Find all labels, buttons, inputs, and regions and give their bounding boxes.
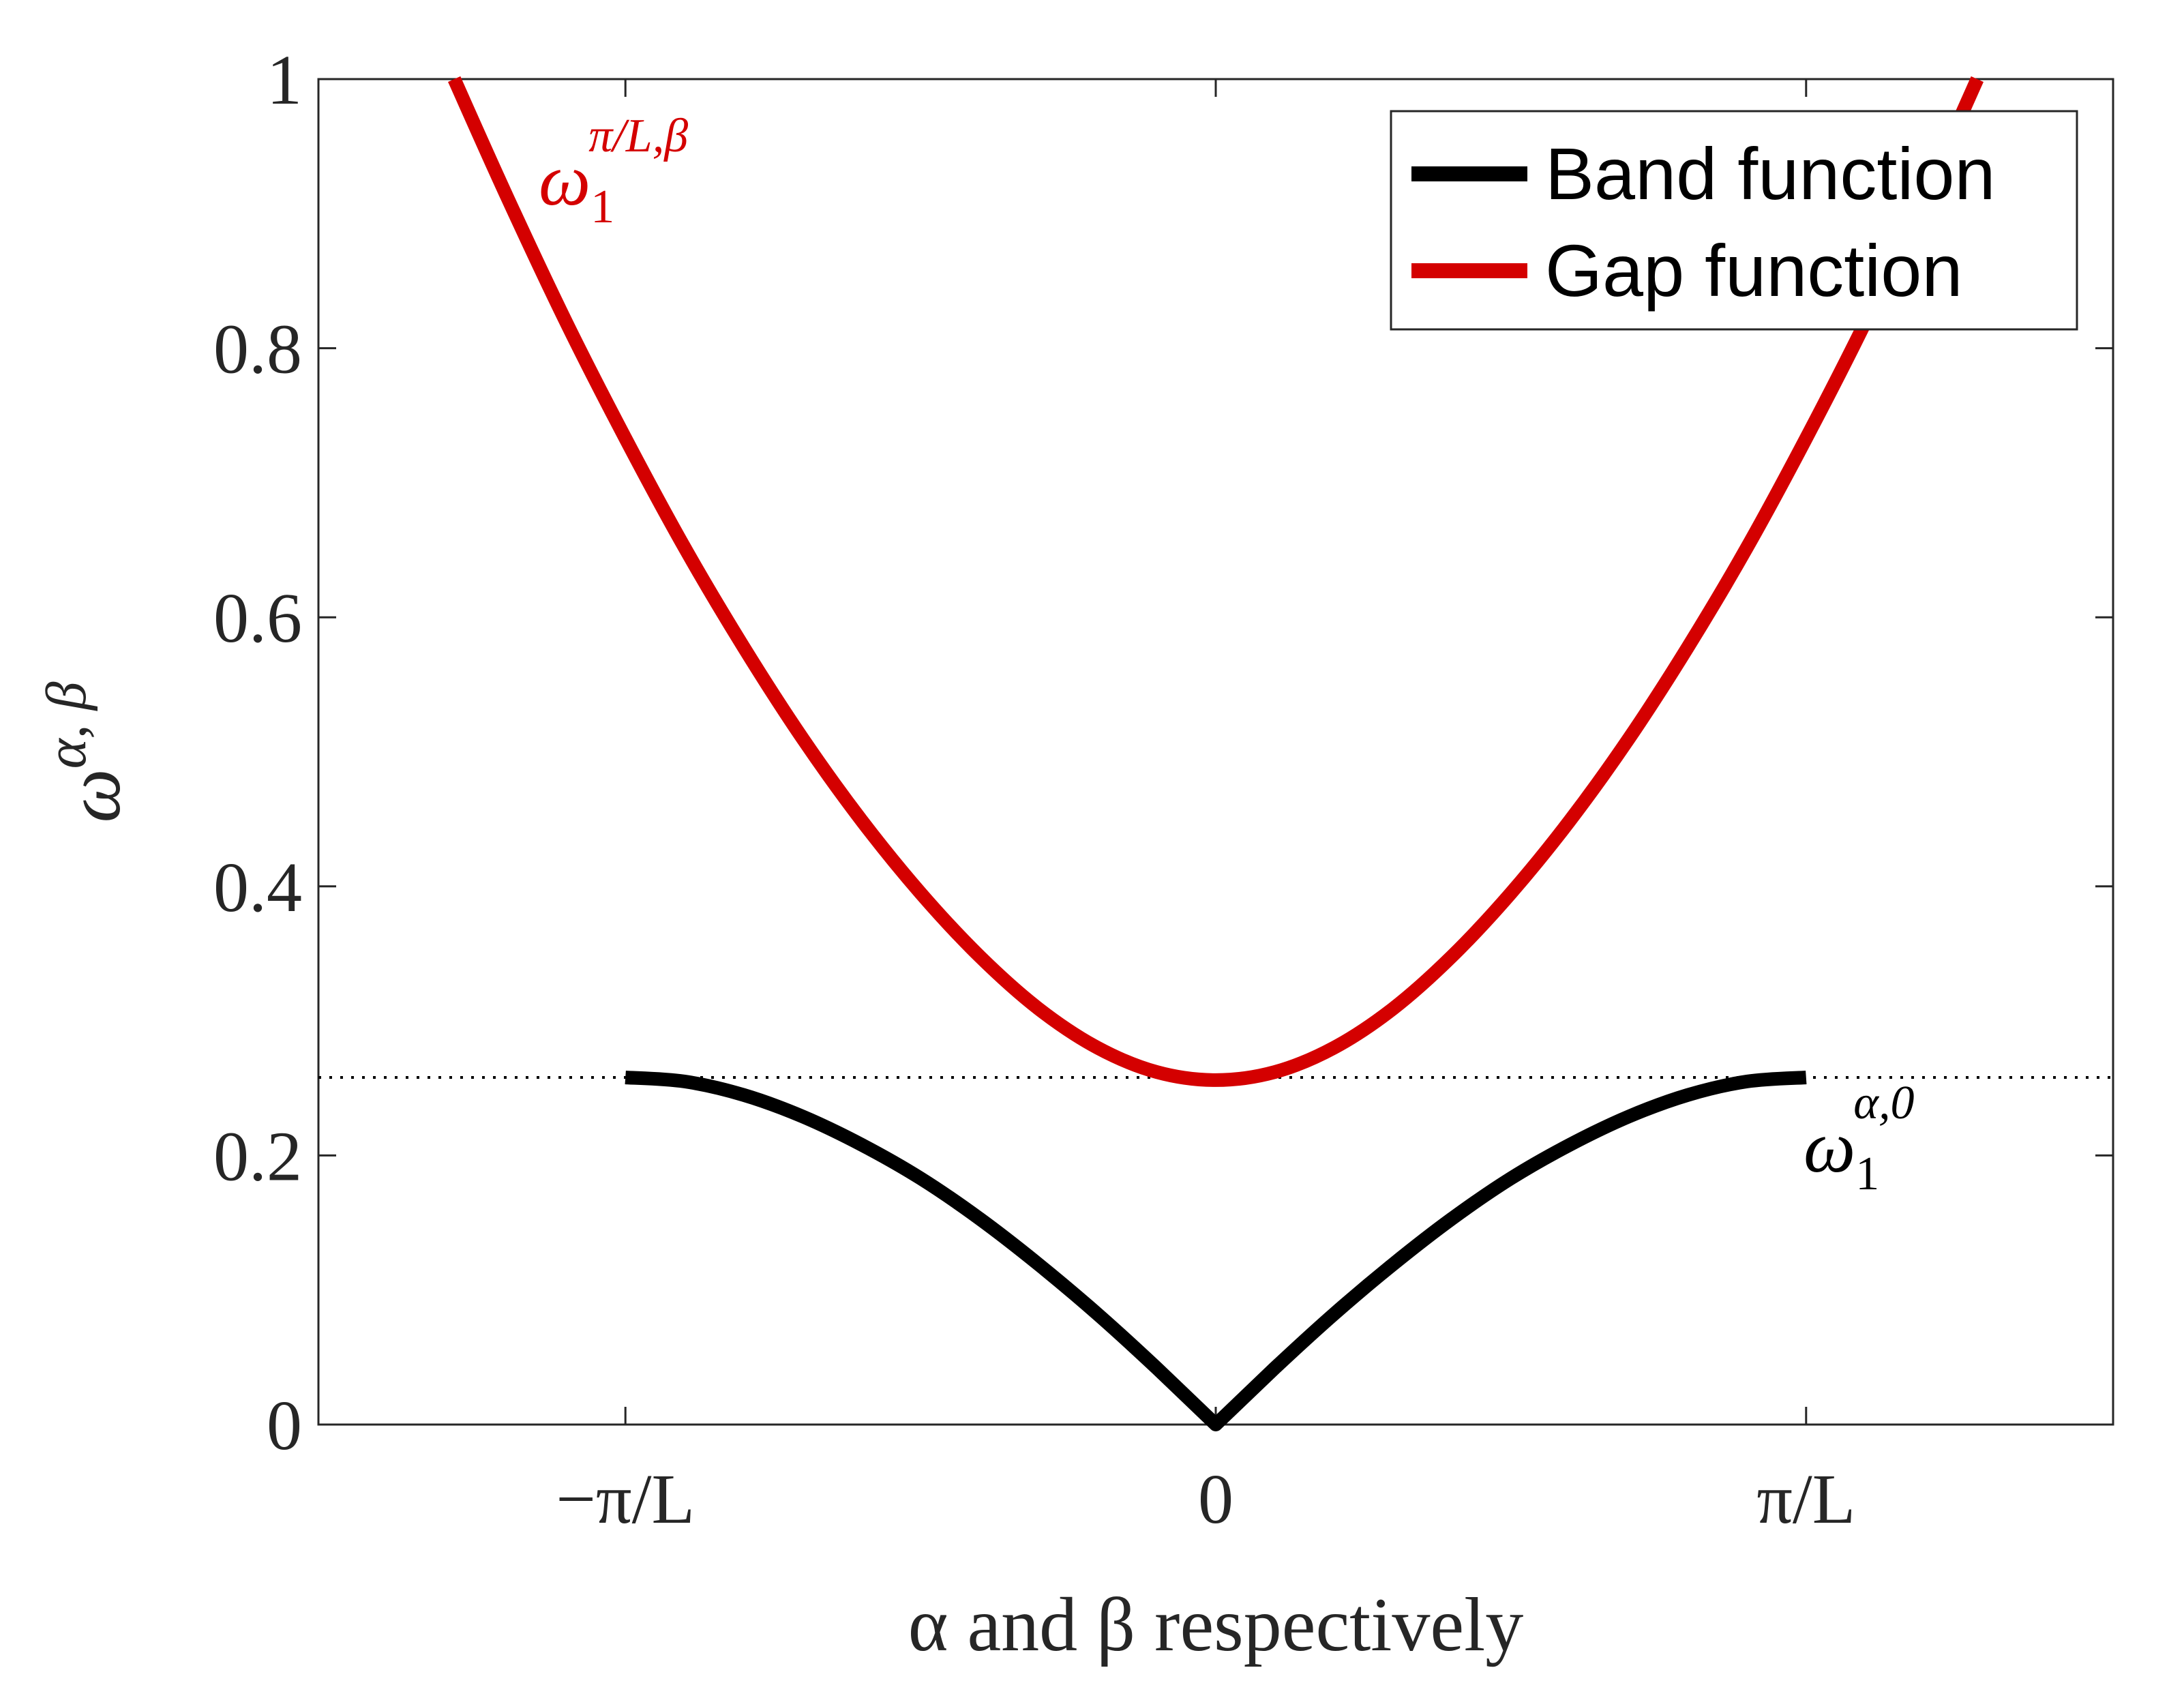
- y-axis-label-base: ω: [52, 769, 136, 822]
- legend-label-gap: Gap function: [1545, 229, 1962, 312]
- gap-annotation-base: ω: [539, 140, 590, 221]
- y-tick-label: 0.8: [213, 310, 302, 389]
- series-line-gap: [448, 76, 1984, 1087]
- y-tick-label: 1: [267, 41, 302, 119]
- y-axis-label: ωα, β: [35, 681, 136, 822]
- svg-text:ωα, β: ωα, β: [35, 681, 136, 822]
- x-tick-label: π/L: [1756, 1460, 1855, 1538]
- y-tick-label: 0.2: [213, 1117, 302, 1195]
- band-annotation-sub: 1: [1855, 1148, 1879, 1200]
- y-tick-label: 0: [267, 1386, 302, 1465]
- y-tick-label: 0.6: [213, 579, 302, 657]
- series-layer: [318, 76, 2113, 1431]
- legend-label-band: Band function: [1545, 132, 1996, 215]
- y-axis-label-sup: α, β: [35, 681, 98, 769]
- y-tick-label: 0.4: [213, 848, 302, 927]
- legend: Band function Gap function: [1390, 110, 2078, 331]
- x-tick-label: 0: [1198, 1460, 1233, 1538]
- y-axis-ticks: 0 0.2 0.4 0.6 0.8 1: [213, 41, 2113, 1465]
- band-annotation-sup: α,0: [1853, 1077, 1914, 1129]
- gap-annotation-sub: 1: [590, 181, 614, 233]
- x-axis-label: α and β respectively: [908, 1583, 1523, 1667]
- band-annotation-base: ω: [1804, 1107, 1855, 1188]
- x-tick-label: −π/L: [556, 1460, 695, 1538]
- legend-box: [1390, 110, 2078, 331]
- gap-annotation-sup: π/L,β: [588, 110, 688, 162]
- series-line-band: [625, 1070, 1807, 1431]
- x-axis-ticks: −π/L 0 π/L: [556, 79, 1855, 1538]
- gap-annotation: ω1 π/L,β: [539, 110, 688, 233]
- band-annotation: ω1 α,0: [1804, 1077, 1915, 1200]
